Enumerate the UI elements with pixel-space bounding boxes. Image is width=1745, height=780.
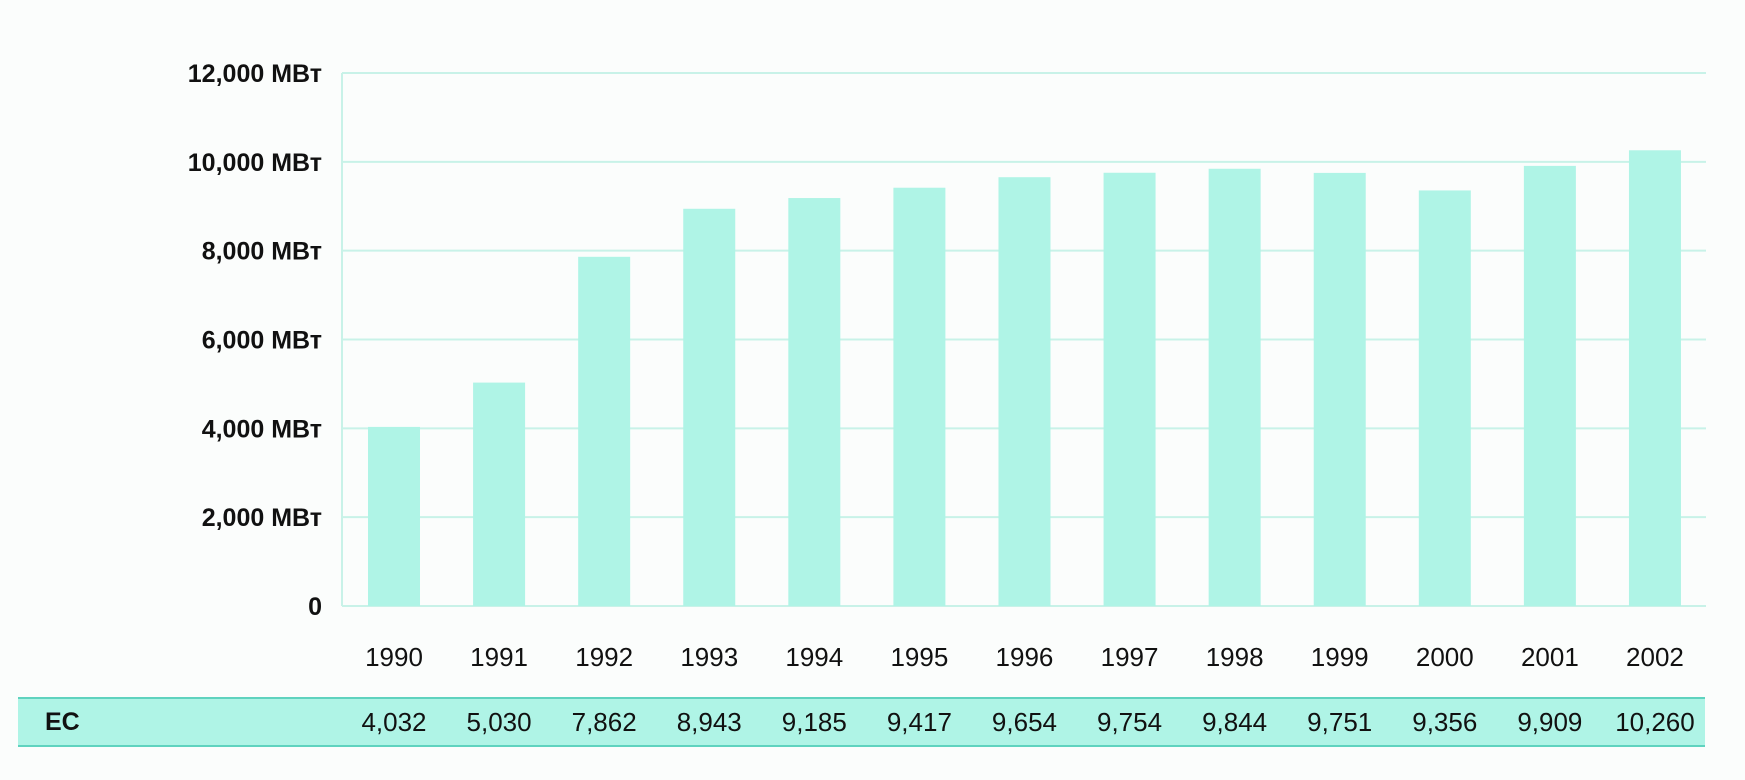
bar-1998 — [1208, 168, 1261, 606]
table-cell: 9,654 — [991, 707, 1057, 737]
x-tick-label: 1994 — [785, 642, 843, 672]
x-axis-ticks: 1990 1991 1992 1993 1994 1995 1996 1997 1998 1999… — [365, 642, 1684, 672]
y-tick-label: 10,000 МВт — [188, 149, 322, 177]
x-tick-label: 1999 — [1311, 642, 1369, 672]
table-cell: 4,032 — [361, 707, 427, 737]
bar-1999 — [1313, 172, 1366, 607]
table-cell: 9,185 — [781, 707, 847, 737]
row-label: ЕС — [45, 708, 80, 736]
x-tick-label: 1992 — [575, 642, 633, 672]
table-cell: 9,417 — [886, 707, 952, 737]
y-tick-label: 12,000 МВт — [188, 60, 322, 88]
bar-2000 — [1418, 190, 1471, 606]
bar-1997 — [1103, 172, 1156, 606]
bar-1993 — [683, 208, 736, 607]
x-tick-label: 1990 — [365, 642, 423, 672]
bar-1992 — [578, 256, 631, 606]
y-axis-ticks: 0 2,000 МВт 4,000 МВт 6,000 МВт 8,000 МВт 10,… — [188, 60, 322, 621]
bar-2002 — [1628, 150, 1681, 606]
bar-1994 — [788, 198, 841, 607]
x-tick-label: 2000 — [1416, 642, 1474, 672]
bar-chart: 0 2,000 МВт 4,000 МВт 6,000 МВт 8,000 МВт 10,… — [188, 60, 1706, 672]
y-tick-label: 0 — [308, 593, 322, 621]
x-tick-label: 1993 — [680, 642, 738, 672]
table-cell: 9,844 — [1202, 707, 1268, 737]
bar-1991 — [473, 382, 526, 606]
bar-1995 — [893, 187, 946, 606]
x-tick-label: 1997 — [1101, 642, 1159, 672]
bar-1996 — [998, 177, 1051, 606]
x-tick-label: 1995 — [890, 642, 948, 672]
x-tick-label: 1996 — [996, 642, 1054, 672]
bars — [368, 150, 1681, 607]
y-tick-label: 6,000 МВт — [202, 327, 322, 355]
table-cell: 9,751 — [1307, 707, 1373, 737]
x-tick-label: 1991 — [470, 642, 528, 672]
x-tick-label: 2002 — [1626, 642, 1684, 672]
bar-1990 — [368, 426, 420, 606]
y-tick-label: 2,000 МВт — [202, 504, 322, 532]
table-cell: 7,862 — [571, 707, 637, 737]
table-cell: 5,030 — [466, 707, 532, 737]
x-tick-label: 2001 — [1521, 642, 1579, 672]
table-cell: 8,943 — [676, 707, 742, 737]
table-cell: 9,909 — [1517, 707, 1583, 737]
y-tick-label: 4,000 МВт — [202, 415, 322, 443]
table-cell: 10,260 — [1615, 707, 1695, 737]
table-cell: 9,754 — [1097, 707, 1163, 737]
bar-2001 — [1523, 165, 1576, 606]
x-tick-label: 1998 — [1206, 642, 1264, 672]
data-table-row: ЕС 4,032 5,030 7,862 8,943 9,185 9,417 9,654 9,… — [18, 697, 1705, 747]
y-tick-label: 8,000 МВт — [202, 238, 322, 266]
table-cell: 9,356 — [1412, 707, 1478, 737]
